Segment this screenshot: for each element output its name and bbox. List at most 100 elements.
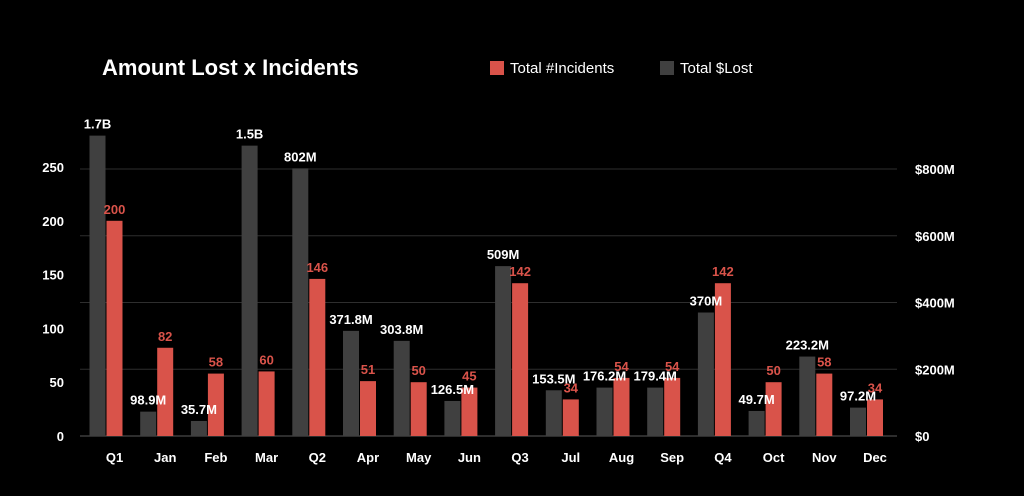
x-tick-label: Q2	[309, 450, 326, 465]
bar-lost	[596, 387, 613, 436]
x-tick-label: Aug	[609, 450, 634, 465]
data-label-lost: 371.8M	[329, 312, 372, 327]
bar-lost	[241, 145, 258, 436]
data-label-incidents: 142	[509, 264, 531, 279]
bar-lost	[545, 390, 562, 436]
data-label-lost: 98.9M	[130, 393, 166, 408]
data-label-lost: 1.5B	[236, 127, 263, 142]
bar-incidents	[360, 381, 376, 436]
legend-label: Total $Lost	[680, 60, 753, 77]
bar-lost	[850, 407, 866, 436]
data-label-lost: 153.5M	[532, 371, 575, 386]
x-tick-label: Apr	[357, 450, 379, 465]
left-tick-label: 100	[42, 321, 64, 336]
bar-lost	[89, 135, 106, 436]
x-tick-label: May	[406, 450, 432, 465]
right-axis: $0 $200M $400M $600M $800M	[915, 162, 955, 444]
bar-lost	[393, 340, 410, 436]
chart-title: Amount Lost x Incidents	[102, 55, 359, 80]
x-tick-label: Q1	[106, 450, 123, 465]
bar-lost	[748, 410, 765, 436]
x-tick-label: Jul	[561, 450, 580, 465]
data-label-lost: 49.7M	[739, 392, 775, 407]
bar-incidents	[258, 371, 275, 436]
data-label-incidents: 34	[868, 380, 883, 395]
bars	[89, 135, 883, 436]
data-label-incidents: 142	[712, 264, 734, 279]
data-label-incidents: 146	[306, 260, 328, 275]
x-tick-label: Sep	[660, 450, 684, 465]
x-tick-label: Mar	[255, 450, 278, 465]
bar-lost	[292, 168, 309, 436]
right-tick-label: $200M	[915, 362, 955, 377]
data-label-lost: 179.4M	[634, 369, 677, 384]
bar-incidents	[512, 283, 529, 436]
data-label-incidents: 54	[665, 359, 680, 374]
bar-lost	[647, 387, 664, 436]
bar-lost	[495, 266, 512, 436]
bar-labels: 1.7B 200 98.9M 82 35.7M 58 1.5B 60 802M 146 371.8M…	[84, 117, 883, 417]
x-tick-label: Nov	[812, 450, 837, 465]
bar-lost	[799, 356, 816, 436]
data-label-lost: 370M	[690, 294, 723, 309]
data-label-lost: 1.7B	[84, 117, 111, 132]
bar-incidents	[106, 220, 123, 436]
bar-incidents	[816, 373, 833, 436]
bar-incidents	[410, 382, 427, 436]
x-tick-label: Jan	[154, 450, 176, 465]
data-label-lost: 176.2M	[583, 369, 626, 384]
left-axis: 0 50 100 150 200 250	[42, 160, 64, 444]
data-label-lost: 97.2M	[840, 389, 876, 404]
data-label-incidents: 54	[614, 359, 629, 374]
left-tick-label: 150	[42, 268, 64, 283]
x-tick-label: Q4	[714, 450, 732, 465]
x-tick-label: Oct	[763, 450, 785, 465]
data-label-incidents: 58	[817, 355, 831, 370]
data-label-incidents: 82	[158, 329, 172, 344]
data-label-incidents: 45	[462, 369, 476, 384]
bar-lost	[190, 420, 207, 436]
legend-swatch	[490, 61, 504, 75]
data-label-lost: 126.5M	[431, 382, 474, 397]
data-label-incidents: 34	[564, 380, 579, 395]
bar-incidents	[613, 377, 630, 436]
bar-incidents	[309, 278, 326, 436]
data-label-lost: 509M	[487, 247, 520, 262]
data-label-incidents: 58	[209, 355, 223, 370]
left-tick-label: 200	[42, 214, 64, 229]
legend-swatch	[660, 61, 674, 75]
bar-incidents	[157, 347, 174, 436]
bar-incidents	[461, 387, 478, 436]
bar-lost	[140, 411, 157, 436]
bar-lost	[697, 312, 714, 436]
bar-lost	[343, 330, 359, 436]
x-tick-label: Dec	[863, 450, 887, 465]
left-tick-label: 250	[42, 160, 64, 175]
data-label-lost: 223.2M	[786, 338, 829, 353]
data-label-lost: 35.7M	[181, 402, 217, 417]
x-tick-label: Q3	[511, 450, 528, 465]
left-tick-label: 0	[57, 429, 64, 444]
data-label-lost: 802M	[284, 149, 317, 164]
bar-lost	[444, 400, 461, 436]
right-tick-label: $0	[915, 429, 929, 444]
right-tick-label: $600M	[915, 229, 955, 244]
bar-incidents	[714, 283, 731, 436]
bar-incidents	[664, 377, 681, 436]
data-label-incidents: 50	[411, 363, 425, 378]
left-tick-label: 50	[50, 375, 64, 390]
bar-incidents	[867, 399, 883, 436]
legend-item: Total #Incidents	[490, 60, 614, 77]
legend-label: Total #Incidents	[510, 60, 614, 77]
x-tick-label: Jun	[458, 450, 481, 465]
data-label-lost: 303.8M	[380, 322, 423, 337]
right-tick-label: $800M	[915, 162, 955, 177]
x-axis: Q1 Jan Feb Mar Q2 Apr May Jun Q3 Jul Aug Sep Q4 Oct No…	[106, 450, 887, 465]
legend-item: Total $Lost	[660, 60, 753, 77]
right-tick-label: $400M	[915, 296, 955, 311]
bar-incidents	[207, 373, 224, 436]
data-label-incidents: 51	[361, 362, 375, 377]
data-label-incidents: 60	[259, 352, 273, 367]
data-label-incidents: 50	[766, 363, 780, 378]
